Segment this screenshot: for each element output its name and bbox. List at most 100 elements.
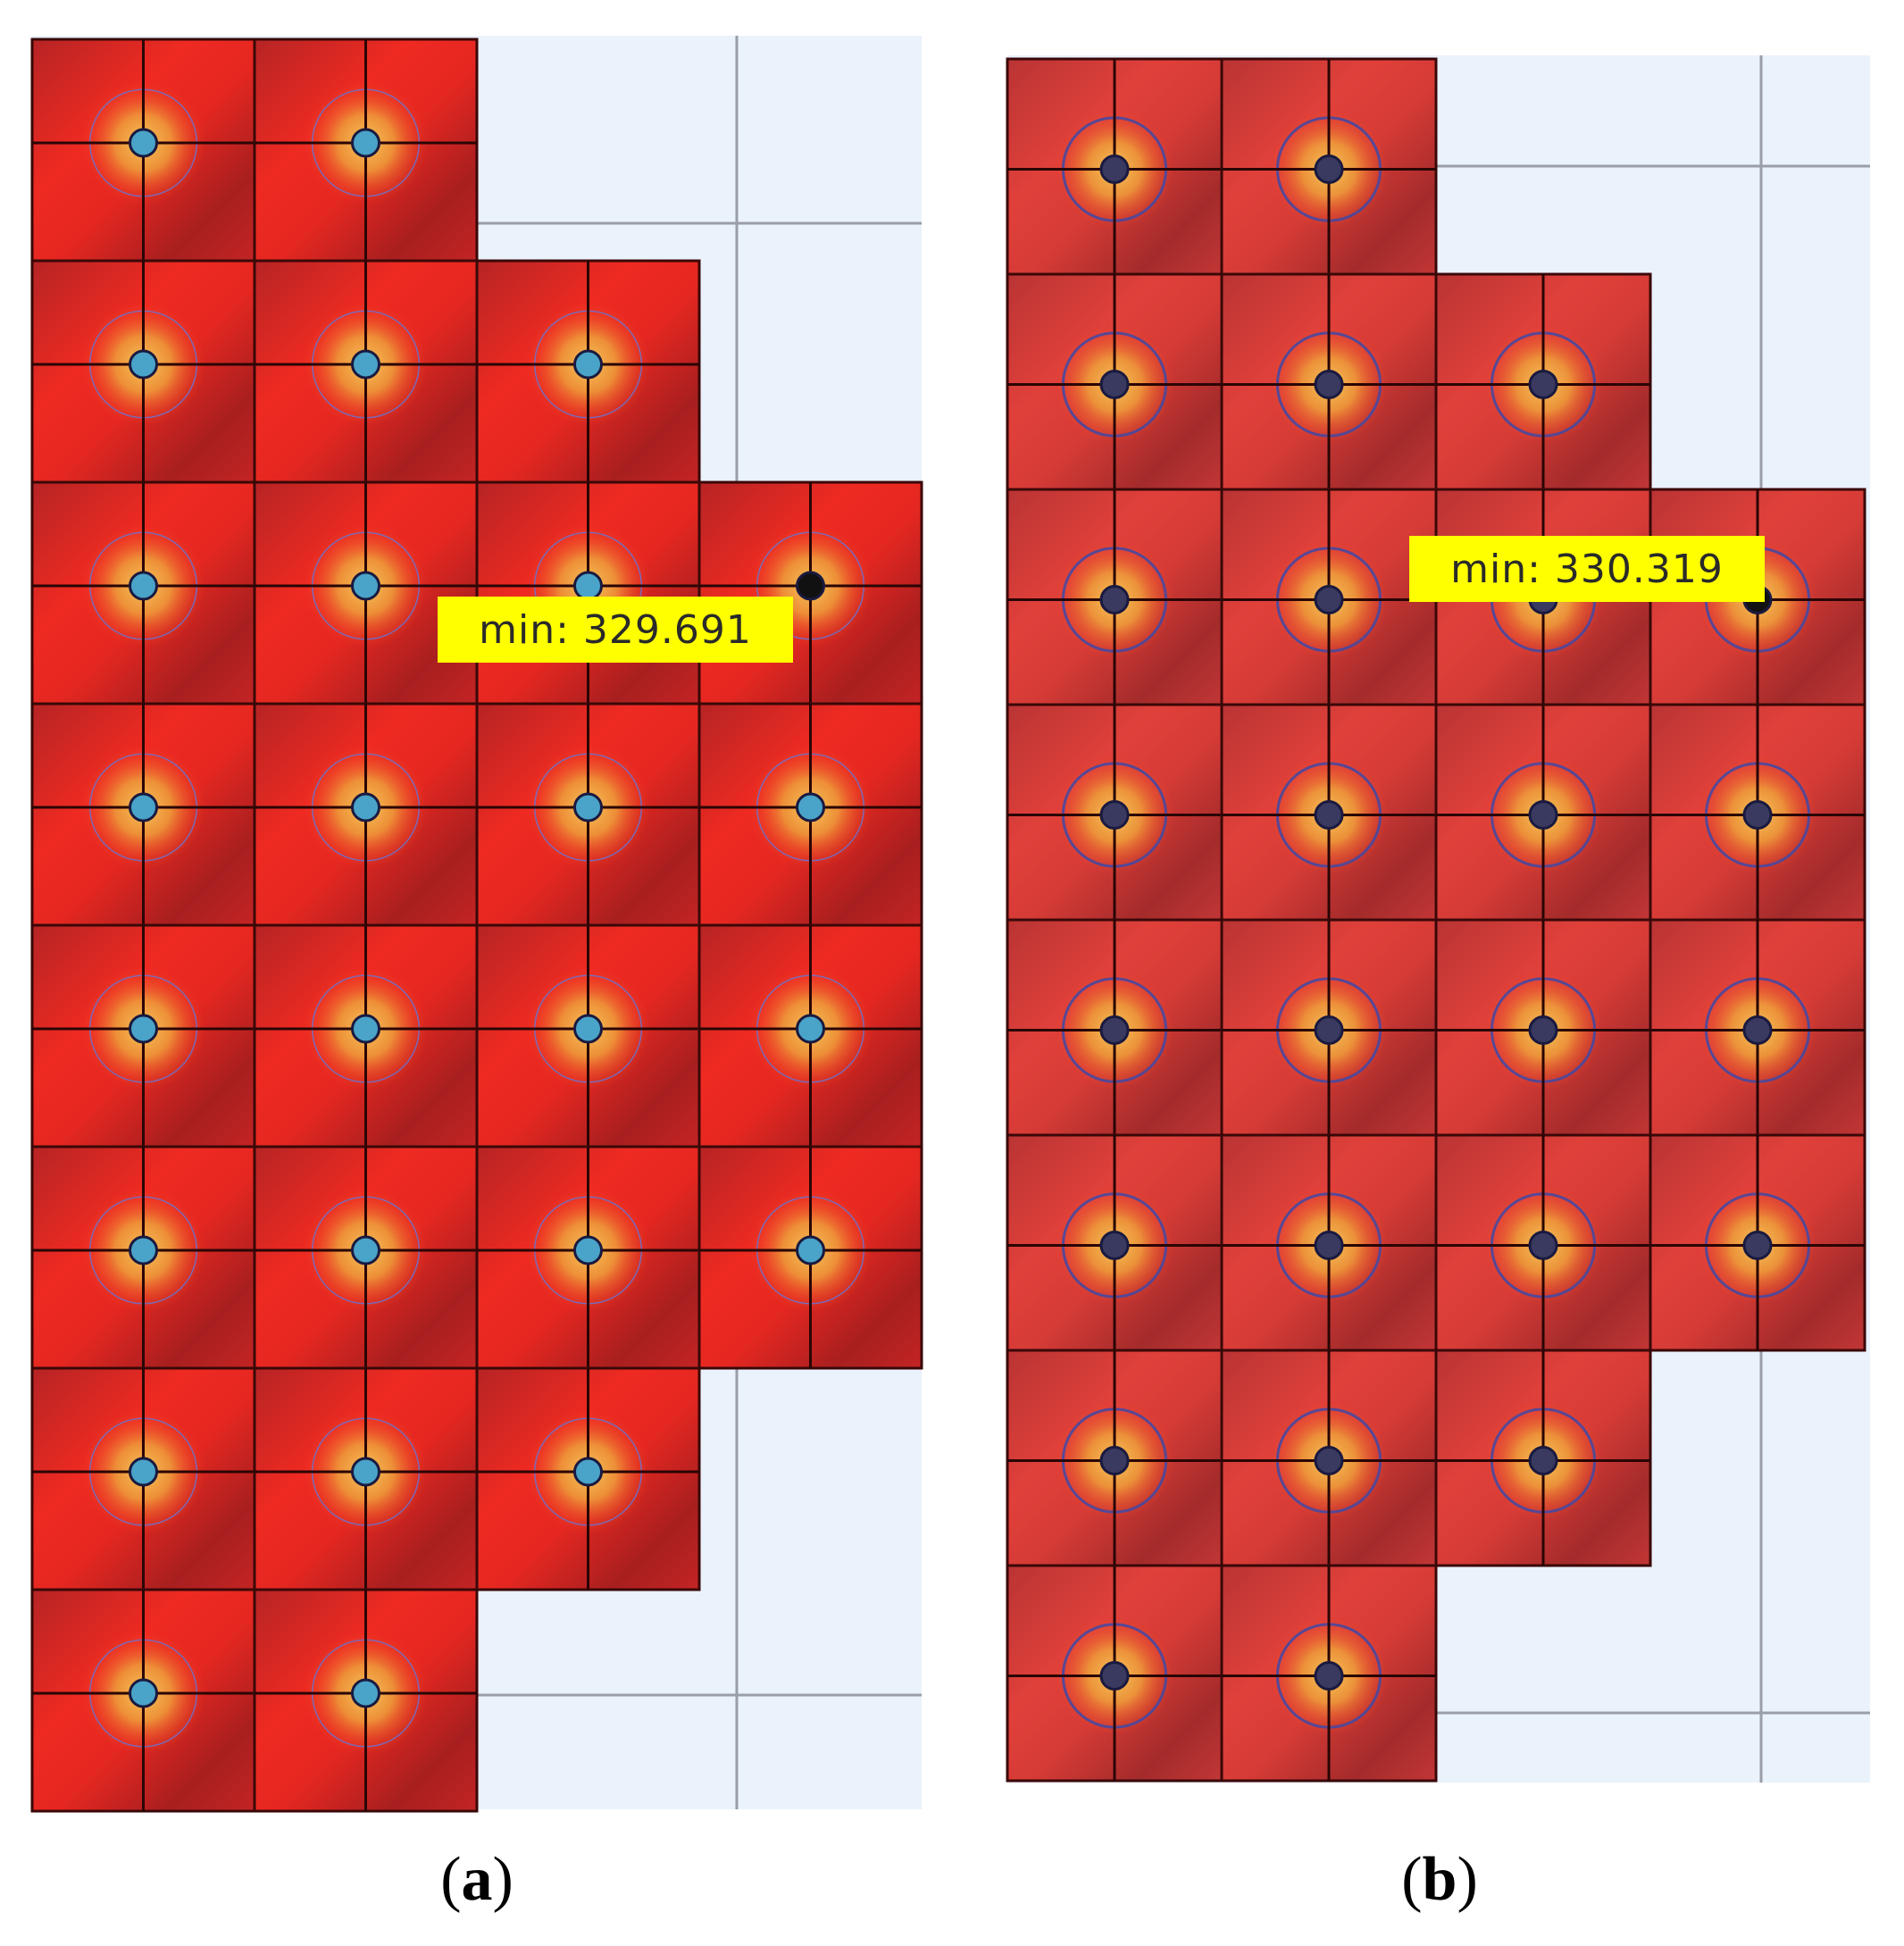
- panel-b-tile: [1434, 1133, 1652, 1352]
- panel-a-tile: [475, 1145, 701, 1370]
- heat-source-marker: [351, 1014, 380, 1044]
- panel-a-tile: [253, 259, 479, 484]
- panel-a-tile: [697, 923, 923, 1148]
- panel-b-tile: [1006, 1349, 1223, 1567]
- min-marker: [796, 571, 825, 601]
- heat-source-marker: [1314, 1661, 1344, 1691]
- panel-b-tile: [1006, 488, 1223, 706]
- caption-a-close: ): [492, 1845, 514, 1914]
- heat-source-marker: [129, 1457, 158, 1487]
- panel-b-tile: [1006, 272, 1223, 491]
- panel-b-tile: [1220, 1564, 1438, 1783]
- heat-source-marker: [1099, 1446, 1130, 1475]
- heat-source-marker: [129, 1235, 158, 1265]
- min-label-a-text: min: 329.691: [479, 606, 752, 653]
- panel-a-tile: [475, 1366, 701, 1591]
- heat-source-marker: [1314, 370, 1344, 399]
- panel-a-tile: [253, 38, 479, 263]
- panel-a-tile: [30, 38, 256, 263]
- panel-b-tile: [1220, 1133, 1438, 1352]
- heat-source-marker: [1099, 1015, 1130, 1045]
- heat-source-marker: [796, 792, 825, 823]
- panel-a-tile: [253, 1366, 479, 1591]
- panel-b-tile: [1649, 1133, 1866, 1352]
- panel-b-tile: [1220, 703, 1438, 922]
- panel-b-tile: [1434, 272, 1652, 491]
- heat-source-marker: [573, 1235, 603, 1265]
- heat-source-marker: [129, 128, 158, 158]
- heat-source-marker: [1314, 585, 1344, 614]
- heat-source-marker: [351, 128, 380, 158]
- min-label-b: min: 330.319: [1409, 536, 1765, 602]
- heat-source-marker: [1528, 1231, 1558, 1260]
- heat-source-marker: [1314, 155, 1344, 184]
- panel-b-tile: [1006, 703, 1223, 922]
- heat-source-marker: [1742, 1231, 1773, 1260]
- panel-a-tile: [253, 1588, 479, 1813]
- heat-source-marker: [796, 1014, 825, 1044]
- heat-source-marker: [1314, 1015, 1344, 1045]
- heat-source-marker: [573, 571, 603, 601]
- heat-source-marker: [351, 571, 380, 601]
- heat-source-marker: [1099, 585, 1130, 614]
- caption-b-close: ): [1457, 1845, 1478, 1914]
- panel-b-tile: [1434, 703, 1652, 922]
- heat-source-marker: [351, 349, 380, 380]
- panel-a-tile: [30, 480, 256, 706]
- panel-a-tile: [30, 1588, 256, 1813]
- heat-source-marker: [129, 1678, 158, 1708]
- panel-a-tile: [253, 702, 479, 927]
- min-label-a: min: 329.691: [438, 597, 793, 663]
- panel-b-tile: [1220, 488, 1438, 706]
- panel-b-tile: [1649, 703, 1866, 922]
- caption-a: (a): [370, 1849, 584, 1911]
- panel-a-tile: [253, 480, 479, 706]
- panel-a-tile: [475, 259, 701, 484]
- heat-source-marker: [573, 349, 603, 380]
- panel-a-tile: [697, 1145, 923, 1370]
- heat-source-marker: [573, 1014, 603, 1044]
- panel-a-tile: [30, 923, 256, 1148]
- min-label-b-text: min: 330.319: [1450, 546, 1724, 592]
- panel-a-tile: [30, 702, 256, 927]
- heat-source-marker: [1099, 370, 1130, 399]
- heat-source-marker: [796, 1235, 825, 1265]
- heat-source-marker: [1528, 370, 1558, 399]
- panel-b-tile: [1220, 1349, 1438, 1567]
- heat-source-marker: [351, 792, 380, 823]
- heat-source-marker: [573, 792, 603, 823]
- caption-b: (b): [1332, 1849, 1547, 1911]
- panel-b-tile: [1649, 918, 1866, 1137]
- panel-b-tile: [1220, 918, 1438, 1137]
- panel-b-diagram: [1006, 55, 1870, 1783]
- panel-a-tile: [475, 480, 701, 706]
- panel-a-tile: [697, 702, 923, 927]
- heat-source-marker: [1314, 1446, 1344, 1475]
- panel-b-tile: [1434, 1349, 1652, 1567]
- caption-b-open: (: [1401, 1845, 1423, 1914]
- panel-a-diagram: [30, 36, 923, 1813]
- panel-b-tile: [1006, 1133, 1223, 1352]
- heat-source-marker: [129, 571, 158, 601]
- heat-source-marker: [1099, 1231, 1130, 1260]
- panel-a-tile: [30, 1145, 256, 1370]
- heat-source-marker: [1528, 800, 1558, 830]
- heat-source-marker: [1099, 1661, 1130, 1691]
- panel-b-tile: [1006, 57, 1223, 276]
- heat-source-marker: [351, 1678, 380, 1708]
- panel-a-tile: [475, 702, 701, 927]
- panel-a-tile: [253, 923, 479, 1148]
- heat-source-marker: [351, 1457, 380, 1487]
- heat-source-marker: [129, 792, 158, 823]
- panel-a-tile: [30, 259, 256, 484]
- panel-b-tile: [1434, 918, 1652, 1137]
- heat-source-marker: [1314, 800, 1344, 830]
- heat-source-marker: [1099, 155, 1130, 184]
- panel-a-tile: [697, 480, 923, 706]
- heat-source-marker: [1528, 1015, 1558, 1045]
- caption-a-letter: a: [461, 1845, 493, 1914]
- caption-a-open: (: [440, 1845, 462, 1914]
- heat-source-marker: [1528, 1446, 1558, 1475]
- heat-source-marker: [573, 1457, 603, 1487]
